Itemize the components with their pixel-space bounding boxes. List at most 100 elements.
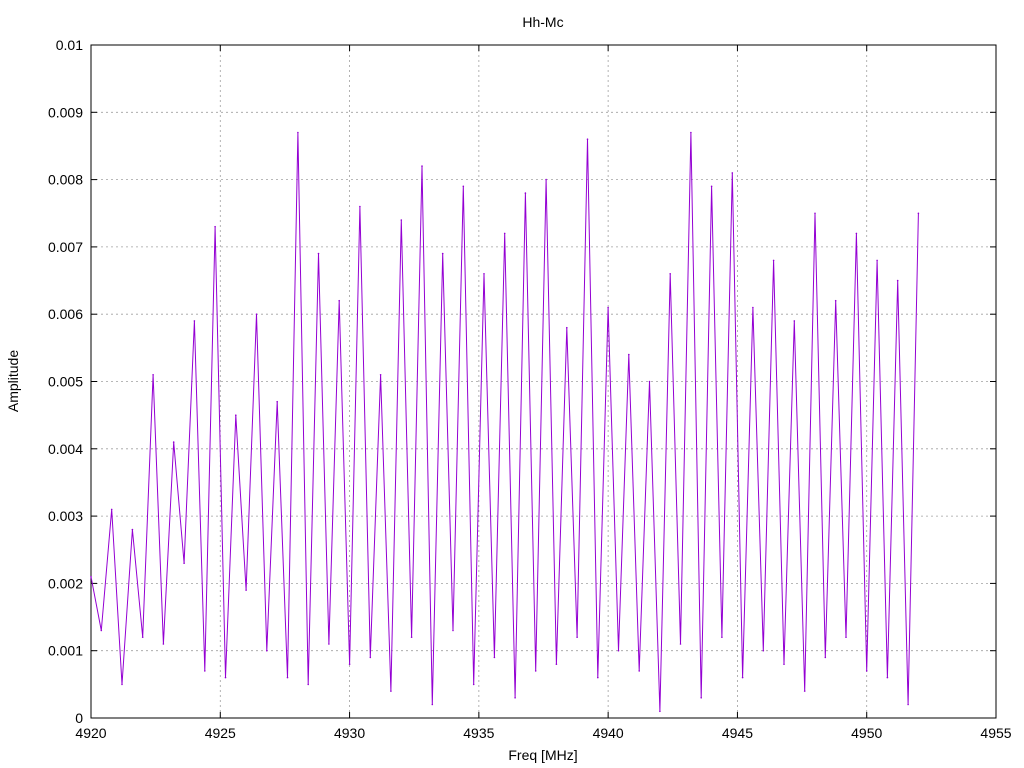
data-point: [379, 374, 382, 376]
y-tick-label: 0.006: [48, 306, 83, 322]
tick-labels: 4920 4925 4930 4935 4940 4945 4950 4955 0 0.001 0.…: [48, 37, 1012, 741]
data-point: [410, 636, 413, 638]
data-point: [514, 697, 516, 699]
data-point: [152, 374, 154, 376]
data-point: [783, 663, 785, 665]
data-point: [690, 131, 692, 134]
y-tick-label: 0.002: [48, 575, 83, 591]
data-point: [731, 172, 734, 174]
data-point: [204, 670, 206, 672]
x-axis-label: Freq [MHz]: [508, 747, 577, 763]
chart-title: Hh-Mc: [522, 14, 563, 30]
data-point: [628, 353, 630, 356]
data-point: [245, 589, 247, 591]
data-point: [400, 219, 403, 221]
data-point: [721, 636, 723, 638]
data-point: [597, 676, 599, 679]
data-point: [131, 528, 134, 531]
data-point: [907, 703, 909, 706]
data-point: [276, 400, 279, 403]
y-tick-label: 0.004: [48, 441, 83, 457]
data-point: [472, 683, 475, 686]
data-point: [803, 690, 806, 692]
data-point: [876, 259, 878, 262]
data-point: [824, 656, 827, 659]
data-point: [421, 165, 423, 167]
data-point: [545, 178, 547, 181]
data-point: [390, 690, 392, 692]
x-tick-label: 4955: [980, 725, 1011, 741]
data-point: [462, 185, 465, 188]
x-tick-label: 4935: [463, 725, 494, 741]
data-point: [772, 259, 775, 262]
data-point: [297, 131, 299, 134]
data-point: [235, 414, 237, 417]
data-point: [586, 138, 589, 140]
data-point: [348, 663, 351, 665]
x-tick-label: 4950: [851, 725, 882, 741]
data-point: [741, 676, 744, 679]
data-point: [172, 441, 175, 443]
y-tick-label: 0.001: [48, 643, 83, 659]
ticks: [90, 44, 997, 719]
data-point: [607, 306, 609, 309]
amplitude-series-line: [90, 132, 919, 712]
data-point: [638, 670, 640, 672]
y-tick-label: 0.003: [48, 508, 83, 524]
y-tick-label: 0.007: [48, 239, 83, 255]
data-point: [359, 205, 361, 208]
data-point: [369, 656, 372, 659]
data-point: [503, 232, 506, 235]
data-point: [669, 273, 671, 275]
data-point: [845, 636, 847, 638]
data-point: [224, 676, 227, 679]
x-tick-label: 4920: [75, 725, 106, 741]
data-point: [100, 629, 103, 632]
y-tick-label: 0.009: [48, 104, 83, 120]
data-point: [555, 663, 558, 665]
data-point: [483, 273, 485, 275]
y-tick-label: 0: [75, 710, 83, 726]
data-point: [917, 212, 920, 215]
data-point: [710, 185, 713, 188]
x-tick-label: 4925: [205, 725, 236, 741]
y-axis-label: Amplitude: [5, 350, 21, 412]
data-point: [121, 683, 123, 686]
data-point: [896, 279, 899, 282]
data-point: [886, 676, 889, 679]
data-point: [317, 252, 320, 255]
data-point: [183, 562, 185, 564]
data-point: [328, 643, 330, 645]
data-point: [431, 703, 434, 706]
data-point: [576, 636, 578, 638]
data-point: [534, 670, 537, 672]
data-point: [307, 683, 310, 686]
data-point: [617, 649, 620, 652]
data-series: [90, 131, 920, 713]
data-point: [110, 508, 113, 511]
data-point: [814, 212, 816, 215]
data-point: [452, 629, 454, 632]
data-point: [441, 252, 444, 255]
data-point: [338, 299, 341, 302]
data-point: [162, 643, 165, 645]
data-point: [524, 192, 527, 194]
data-point: [286, 676, 289, 679]
data-point: [762, 649, 765, 652]
data-point: [855, 232, 858, 235]
x-tick-label: 4930: [334, 725, 365, 741]
data-point: [255, 313, 258, 316]
data-point: [566, 326, 568, 329]
grid: [91, 45, 996, 718]
data-point: [834, 299, 837, 302]
y-tick-label: 0.01: [56, 37, 83, 53]
data-point: [266, 649, 268, 652]
data-point: [700, 697, 702, 699]
data-point: [493, 656, 496, 659]
data-point: [659, 710, 661, 713]
y-tick-label: 0.005: [48, 374, 83, 390]
data-point: [679, 643, 682, 645]
x-tick-label: 4945: [722, 725, 753, 741]
y-tick-label: 0.008: [48, 172, 83, 188]
data-point: [90, 575, 92, 578]
